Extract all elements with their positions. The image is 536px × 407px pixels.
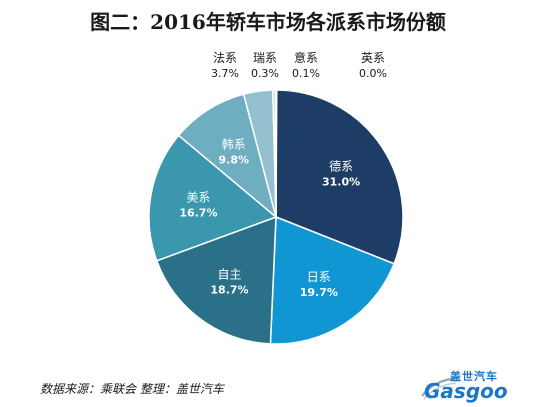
slice-label-name-5: 法系 (213, 51, 237, 65)
slice-label-value-0: 31.0% (322, 176, 360, 189)
logo-english-text: Gasgoo (424, 379, 508, 403)
data-source-note: 数据来源：乘联会 整理：盖世汽车 (40, 382, 224, 396)
slice-label-value-1: 19.7% (300, 286, 338, 299)
logo-chinese-text: 盖世汽车 (450, 370, 498, 383)
slice-label-name-3: 美系 (186, 191, 210, 205)
pie-slice-1 (269, 215, 396, 345)
slice-label-name-8: 英系 (361, 51, 385, 65)
slice-label-name-2: 自主 (217, 268, 241, 282)
slice-label-value-8: 0.0% (359, 67, 387, 80)
chart-title: 图二：2016年轿车市场各派系市场份额 (90, 10, 446, 34)
slice-label-value-6: 0.3% (251, 67, 279, 80)
slice-label-value-3: 16.7% (179, 207, 217, 220)
logo-swoosh-icon (421, 376, 459, 400)
slice-label-value-4: 9.8% (219, 154, 250, 167)
slice-label-name-6: 瑞系 (253, 51, 277, 65)
pie-slice-8 (275, 89, 278, 218)
slice-label-value-7: 0.1% (292, 67, 320, 80)
slice-label-name-1: 日系 (307, 270, 331, 284)
slice-label-name-0: 德系 (329, 159, 353, 174)
pie-slice-2 (155, 215, 277, 345)
pie-slice-3 (148, 134, 278, 262)
slice-label-value-2: 18.7% (210, 284, 248, 297)
slice-labels: 德系 31.0% 日系 19.7% 自主 18.7% 美系 16.7% 韩系 9.8% 法系 3.7%… (179, 50, 387, 299)
slice-label-name-7: 意系 (294, 50, 318, 65)
pie-slices (148, 89, 404, 345)
slice-label-value-5: 3.7% (211, 67, 239, 80)
pie-slice-0 (275, 89, 404, 265)
gasgoo-logo[interactable]: 盖世汽车 Gasgoo (420, 368, 528, 403)
slice-label-name-4: 韩系 (222, 137, 246, 152)
